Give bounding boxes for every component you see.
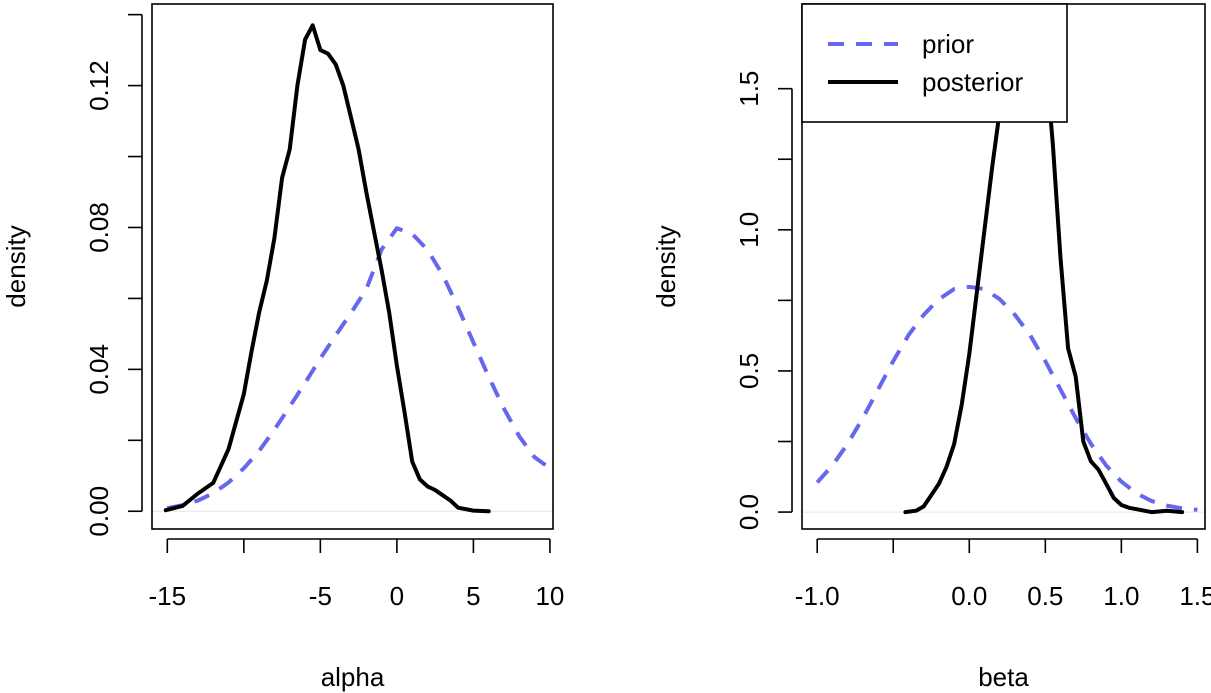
x-tick-label: -5 xyxy=(309,581,332,611)
y-tick-label: 0.04 xyxy=(84,344,114,395)
x-axis: -15 -5 0 5 10 xyxy=(149,538,564,611)
x-tick-label: 0.0 xyxy=(951,581,987,611)
series-group xyxy=(163,23,552,514)
panel-beta: -1.0 0.0 0.5 1.0 1.5 0.0 0.5 1.0 1.5 beta density xyxy=(651,3,1211,692)
x-tick-label: -1.0 xyxy=(795,581,840,611)
y-axis: 0.00 0.04 0.08 0.12 xyxy=(84,13,143,537)
legend: prior posterior xyxy=(801,3,1068,123)
x-tick-label: 1.0 xyxy=(1103,581,1139,611)
x-tick-label: 0 xyxy=(390,581,404,611)
y-axis-title: density xyxy=(1,225,31,307)
posterior-density-line xyxy=(163,23,491,514)
y-tick-label: 0.5 xyxy=(734,353,764,389)
plot-frame xyxy=(151,3,554,530)
x-tick-label: 5 xyxy=(466,581,480,611)
legend-label-prior: prior xyxy=(922,29,974,59)
y-tick-label: 1.0 xyxy=(734,212,764,248)
legend-label-posterior: posterior xyxy=(922,67,1023,97)
y-axis: 0.0 0.5 1.0 1.5 xyxy=(734,71,793,530)
x-tick-label: 0.5 xyxy=(1027,581,1063,611)
x-tick-label: 10 xyxy=(535,581,564,611)
prior-density-line xyxy=(815,284,1198,512)
prior-density-line xyxy=(166,226,552,511)
x-tick-label: -15 xyxy=(149,581,187,611)
x-axis: -1.0 0.0 0.5 1.0 1.5 xyxy=(795,538,1211,611)
y-tick-label: 0.00 xyxy=(84,486,114,537)
y-axis-title: density xyxy=(651,225,681,307)
y-tick-label: 0.0 xyxy=(734,494,764,530)
x-axis-title: beta xyxy=(978,662,1029,692)
x-axis-title: alpha xyxy=(321,662,385,692)
y-tick-label: 0.08 xyxy=(84,202,114,253)
legend-box xyxy=(801,3,1068,123)
panel-alpha: -15 -5 0 5 10 0.00 0.04 0.08 0.12 alpha density xyxy=(1,3,564,692)
y-tick-label: 1.5 xyxy=(734,71,764,107)
x-tick-label: 1.5 xyxy=(1179,581,1211,611)
y-tick-label: 0.12 xyxy=(84,60,114,111)
